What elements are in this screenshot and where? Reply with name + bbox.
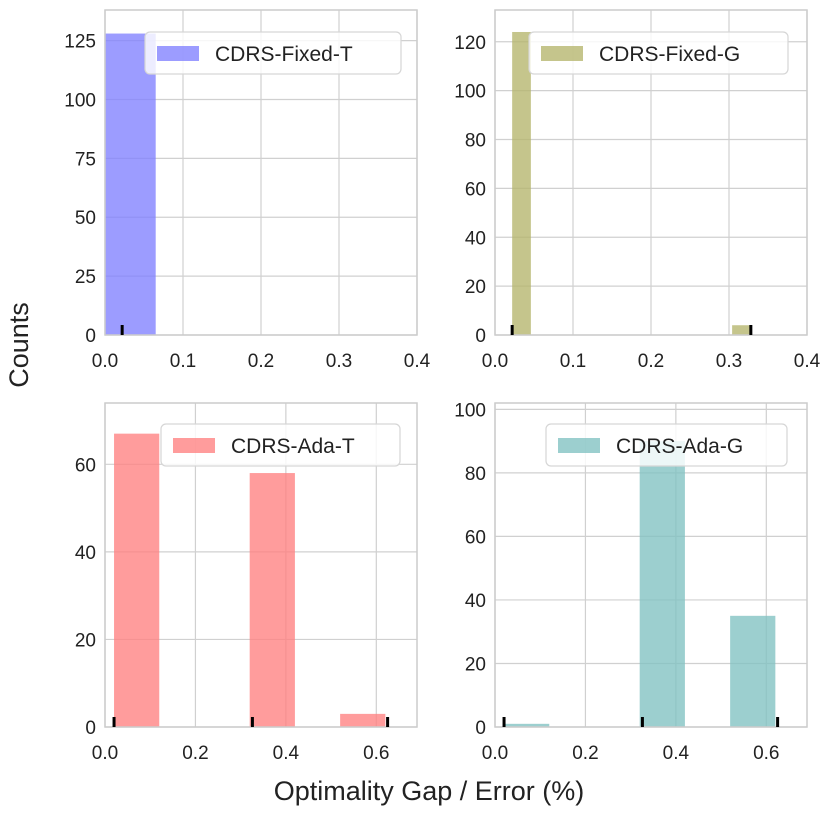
y-axis-title: Counts xyxy=(4,302,34,388)
y-tick-label: 0 xyxy=(475,718,486,739)
y-tick-label: 40 xyxy=(465,228,486,249)
x-tick-label: 0.6 xyxy=(363,743,389,764)
panel-3: 0.0 0.2 0.4 0.6 0 20 40 60 CDRS-Ada-T xyxy=(75,402,418,764)
x-tick-label: 0.6 xyxy=(753,743,779,764)
y-tick-label: 40 xyxy=(465,591,486,612)
axes-frame xyxy=(104,9,418,336)
x-tick-label: 0.0 xyxy=(482,351,508,372)
x-tick-label: 0.2 xyxy=(638,351,664,372)
histogram-bar-2 xyxy=(249,473,295,727)
y-tick-label: 80 xyxy=(465,464,486,485)
y-tick-label: 40 xyxy=(75,543,96,564)
y-tick-label: 20 xyxy=(75,630,96,651)
y-tick-label: 100 xyxy=(454,400,486,421)
legend-box xyxy=(528,31,789,75)
x-tick-label: 0.3 xyxy=(716,351,742,372)
y-tick-label: 75 xyxy=(75,149,96,170)
legend: CDRS-Ada-T xyxy=(160,423,401,467)
y-tick-label: 60 xyxy=(465,179,486,200)
histogram-bar-1 xyxy=(114,433,160,727)
axes-frame xyxy=(494,402,808,728)
legend: CDRS-Fixed-T xyxy=(144,31,402,75)
legend: CDRS-Fixed-G xyxy=(528,31,789,75)
legend-label: CDRS-Fixed-G xyxy=(599,43,740,66)
x-tick-label: 0.1 xyxy=(560,351,586,372)
histogram-bar-2 xyxy=(639,441,685,727)
legend-label: CDRS-Ada-G xyxy=(616,435,743,458)
x-tick-label: 0.4 xyxy=(794,351,821,372)
y-tick-label: 125 xyxy=(64,32,96,53)
x-tick-label: 0.4 xyxy=(663,743,690,764)
y-tick-label: 120 xyxy=(454,33,486,54)
y-tick-label: 60 xyxy=(465,527,486,548)
x-tick-label: 0.0 xyxy=(92,351,118,372)
y-tick-label: 50 xyxy=(75,208,96,229)
panel-2: 0.0 0.1 0.2 0.3 0.4 0 20 40 60 80 100 120 CDRS-Fixed… xyxy=(454,9,821,372)
y-tick-label: 25 xyxy=(75,267,96,288)
legend-label: CDRS-Ada-T xyxy=(231,435,355,458)
x-tick-label: 0.1 xyxy=(170,351,196,372)
y-tick-label: 100 xyxy=(454,82,486,103)
legend-swatch xyxy=(157,46,199,61)
histogram-bar-1 xyxy=(105,33,156,336)
axes-frame xyxy=(494,9,808,336)
histogram-bar-3 xyxy=(340,713,386,727)
histogram-bar-2 xyxy=(732,325,751,335)
x-tick-label: 0.2 xyxy=(248,351,274,372)
y-tick-label: 20 xyxy=(465,277,486,298)
y-tick-label: 0 xyxy=(85,718,96,739)
y-tick-label: 0 xyxy=(475,326,486,347)
x-tick-label: 0.4 xyxy=(404,351,431,372)
panels: 0.0 0.1 0.2 0.3 0.4 0 25 50 75 100 125 CDRS-Fixed-T… xyxy=(64,9,821,764)
histogram-bar-1 xyxy=(512,31,531,335)
legend-swatch xyxy=(541,46,583,61)
legend-label: CDRS-Fixed-T xyxy=(215,43,353,66)
legend-box xyxy=(160,423,401,467)
y-tick-label: 100 xyxy=(64,90,96,111)
x-tick-label: 0.4 xyxy=(273,743,300,764)
y-tick-label: 20 xyxy=(465,654,486,675)
legend-box xyxy=(545,423,788,467)
y-tick-label: 80 xyxy=(465,131,486,152)
x-tick-label: 0.0 xyxy=(482,743,508,764)
legend-box xyxy=(144,31,402,75)
panel-4: 0.0 0.2 0.4 0.6 0 20 40 60 80 100 CDRS-Ada-G xyxy=(454,400,808,764)
x-tick-label: 0.0 xyxy=(92,743,118,764)
x-axis-title: Optimality Gap / Error (%) xyxy=(274,776,585,806)
legend: CDRS-Ada-G xyxy=(545,423,788,467)
x-tick-label: 0.3 xyxy=(326,351,352,372)
histogram-bar-3 xyxy=(730,615,776,727)
y-tick-label: 0 xyxy=(85,326,96,347)
x-tick-label: 0.2 xyxy=(572,743,598,764)
legend-swatch xyxy=(173,438,215,453)
y-tick-label: 60 xyxy=(75,455,96,476)
histogram-bar-1 xyxy=(504,723,550,727)
axes-frame xyxy=(104,402,418,728)
x-tick-label: 0.2 xyxy=(182,743,208,764)
panel-1: 0.0 0.1 0.2 0.3 0.4 0 25 50 75 100 125 CDRS-Fixed-T xyxy=(64,9,431,372)
legend-swatch xyxy=(558,438,600,453)
